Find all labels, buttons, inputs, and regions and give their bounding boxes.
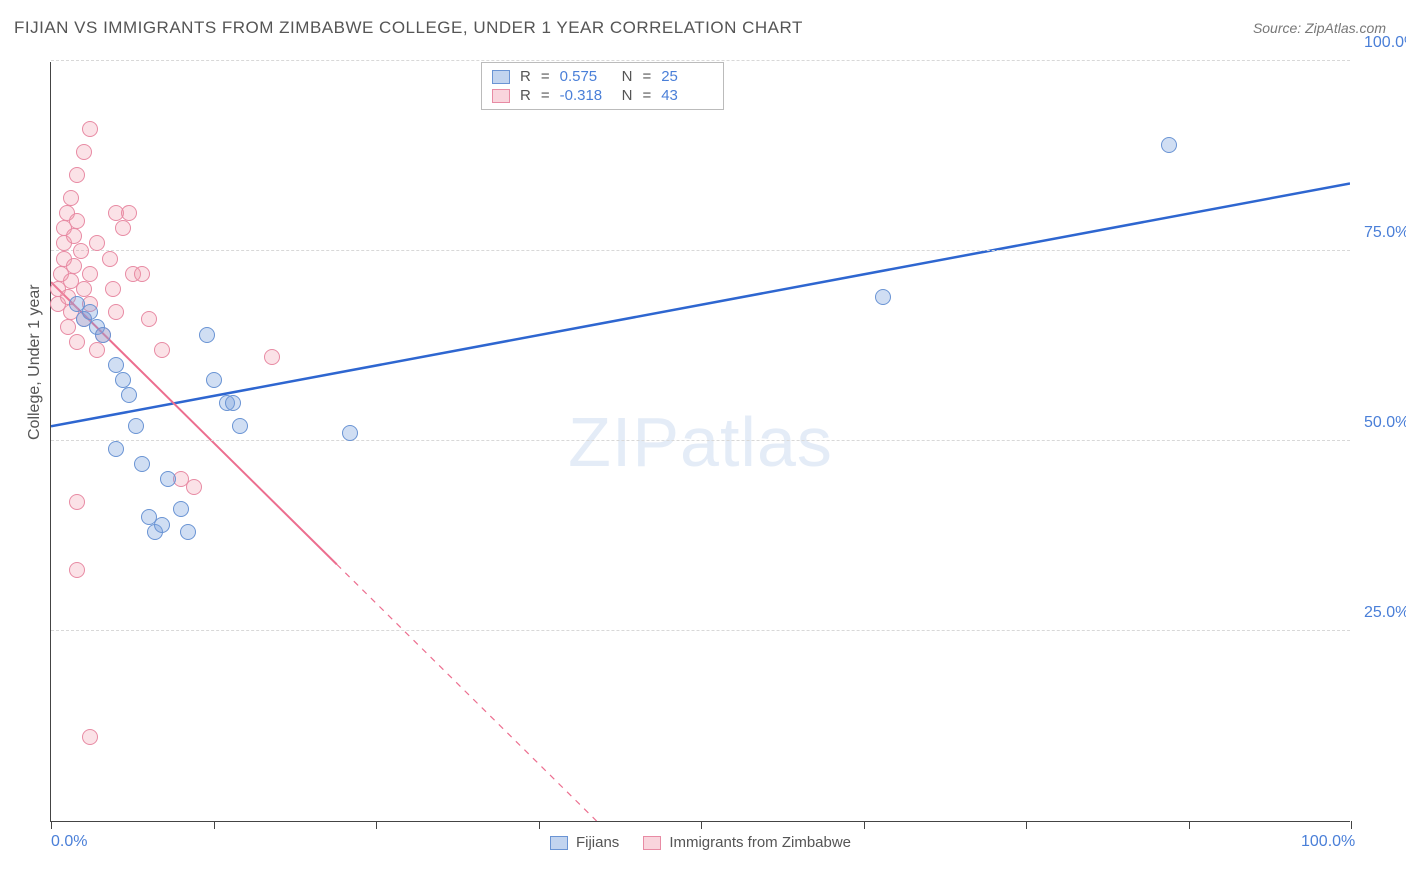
x-axis-tick-label: 0.0%: [51, 833, 87, 851]
data-point-zimbabwe: [76, 281, 92, 297]
y-axis-tick-label: 25.0%: [1354, 604, 1406, 622]
n-value-zimbabwe: 43: [661, 87, 713, 104]
x-axis-tick: [864, 821, 865, 829]
x-axis-tick: [1189, 821, 1190, 829]
data-point-fijians: [232, 418, 248, 434]
data-point-fijians: [160, 471, 176, 487]
data-point-fijians: [108, 357, 124, 373]
data-point-fijians: [82, 304, 98, 320]
data-point-fijians: [180, 524, 196, 540]
data-point-zimbabwe: [108, 304, 124, 320]
x-axis-tick: [1026, 821, 1027, 829]
stats-row-zimbabwe: R = -0.318 N = 43: [492, 86, 713, 105]
data-point-zimbabwe: [69, 562, 85, 578]
data-point-fijians: [95, 327, 111, 343]
data-point-zimbabwe: [60, 319, 76, 335]
legend-swatch-zimbabwe: [643, 836, 661, 850]
data-point-zimbabwe: [82, 266, 98, 282]
data-point-fijians: [875, 289, 891, 305]
data-point-fijians: [108, 441, 124, 457]
data-point-zimbabwe: [186, 479, 202, 495]
data-point-fijians: [199, 327, 215, 343]
x-axis-tick: [539, 821, 540, 829]
data-point-fijians: [154, 517, 170, 533]
r-value-zimbabwe: -0.318: [560, 87, 612, 104]
swatch-fijians: [492, 70, 510, 84]
data-point-zimbabwe: [115, 220, 131, 236]
correlation-stats-box: R = 0.575 N = 25 R = -0.318 N = 43: [481, 62, 724, 110]
data-point-zimbabwe: [69, 494, 85, 510]
legend: Fijians Immigrants from Zimbabwe: [51, 834, 1350, 851]
data-point-fijians: [134, 456, 150, 472]
data-point-zimbabwe: [69, 334, 85, 350]
legend-label-zimbabwe: Immigrants from Zimbabwe: [669, 834, 851, 851]
stats-row-fijians: R = 0.575 N = 25: [492, 67, 713, 86]
data-point-zimbabwe: [82, 729, 98, 745]
y-axis-title: College, Under 1 year: [26, 284, 44, 440]
y-axis-tick-label: 75.0%: [1354, 224, 1406, 242]
y-axis-tick-label: 50.0%: [1354, 414, 1406, 432]
legend-item-zimbabwe: Immigrants from Zimbabwe: [643, 834, 851, 851]
data-point-fijians: [225, 395, 241, 411]
data-point-zimbabwe: [66, 258, 82, 274]
x-axis-tick: [701, 821, 702, 829]
data-point-zimbabwe: [154, 342, 170, 358]
data-point-zimbabwe: [105, 281, 121, 297]
data-point-zimbabwe: [121, 205, 137, 221]
chart-title: FIJIAN VS IMMIGRANTS FROM ZIMBABWE COLLE…: [14, 18, 803, 38]
data-point-fijians: [206, 372, 222, 388]
data-point-fijians: [173, 501, 189, 517]
data-point-zimbabwe: [69, 213, 85, 229]
data-point-zimbabwe: [89, 342, 105, 358]
data-point-zimbabwe: [63, 190, 79, 206]
gridline-h: [51, 440, 1350, 441]
x-axis-tick: [51, 821, 52, 829]
legend-item-fijians: Fijians: [550, 834, 619, 851]
data-point-fijians: [342, 425, 358, 441]
n-value-fijians: 25: [661, 68, 713, 85]
data-point-zimbabwe: [102, 251, 118, 267]
x-axis-tick: [1351, 821, 1352, 829]
trend-lines: [51, 62, 1350, 821]
data-point-zimbabwe: [82, 121, 98, 137]
data-point-zimbabwe: [134, 266, 150, 282]
x-axis-tick: [214, 821, 215, 829]
gridline-h: [51, 60, 1350, 61]
data-point-zimbabwe: [141, 311, 157, 327]
legend-swatch-fijians: [550, 836, 568, 850]
watermark: ZIPatlas: [568, 402, 833, 482]
data-point-fijians: [1161, 137, 1177, 153]
scatter-plot-area: ZIPatlas R = 0.575 N = 25 R = -0.318 N =…: [50, 62, 1350, 822]
data-point-fijians: [115, 372, 131, 388]
swatch-zimbabwe: [492, 89, 510, 103]
r-value-fijians: 0.575: [560, 68, 612, 85]
x-axis-tick-label: 100.0%: [1301, 833, 1355, 851]
data-point-zimbabwe: [89, 235, 105, 251]
data-point-zimbabwe: [66, 228, 82, 244]
data-point-zimbabwe: [264, 349, 280, 365]
legend-label-fijians: Fijians: [576, 834, 619, 851]
data-point-zimbabwe: [73, 243, 89, 259]
data-point-zimbabwe: [69, 167, 85, 183]
y-axis-tick-label: 100.0%: [1354, 34, 1406, 52]
data-point-fijians: [121, 387, 137, 403]
data-point-fijians: [128, 418, 144, 434]
gridline-h: [51, 630, 1350, 631]
gridline-h: [51, 250, 1350, 251]
x-axis-tick: [376, 821, 377, 829]
data-point-zimbabwe: [76, 144, 92, 160]
